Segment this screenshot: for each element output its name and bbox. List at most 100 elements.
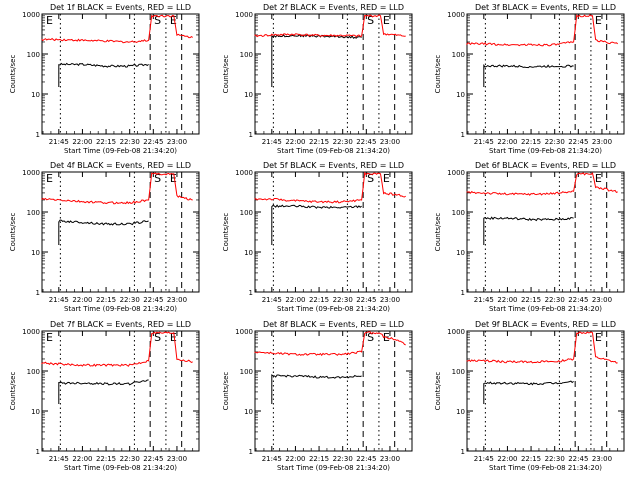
lld-series-line [41,172,193,205]
y-tick-label: 1000 [447,328,465,336]
y-tick-label: 10 [31,408,40,416]
events-series-line [58,219,149,245]
x-tick-label: 21:45 [262,296,282,304]
x-tick-label: 23:00 [592,138,612,146]
events-series-line [483,216,574,245]
lld-series-line [254,171,406,204]
x-tick-label: 21:45 [474,455,494,463]
events-series-line [483,380,574,404]
panel-3: Det 3f BLACK = Events, RED = LLD 1 10 100 10… [434,3,625,155]
x-tick-label: 22:00 [497,138,517,146]
x-tick-label: 22:00 [497,455,517,463]
panel-title: Det 8f BLACK = Events, RED = LLD [263,320,404,329]
y-tick-label: 1 [461,131,465,139]
y-tick-label: 1000 [447,11,465,19]
annotation-label: S [367,331,374,344]
x-tick-label: 22:45 [356,138,376,146]
panel-title: Det 6f BLACK = Events, RED = LLD [475,161,616,170]
lld-series-line [41,14,193,44]
annotation-label: E [46,172,53,185]
x-tick-label: 22:45 [568,455,588,463]
x-tick-label: 23:00 [167,296,187,304]
y-axis-label: Counts/sec [434,213,442,252]
x-tick-label: 23:00 [592,296,612,304]
x-tick-label: 22:30 [120,138,140,146]
plot-frame [466,13,625,135]
annotation-label: E [46,14,53,27]
x-tick-label: 22:00 [285,296,305,304]
y-tick-label: 10 [31,249,40,257]
y-tick-label: 1 [461,289,465,297]
annotation-label: E [383,14,390,27]
x-tick-label: 22:30 [333,455,353,463]
x-tick-label: 22:30 [545,138,565,146]
x-tick-label: 22:00 [285,138,305,146]
x-tick-label: 23:00 [592,455,612,463]
annotation-label: E [170,172,177,185]
y-tick-label: 1000 [447,169,465,177]
annotation-label: E [383,172,390,185]
y-axis-label: Counts/sec [9,55,17,94]
panel-title: Det 5f BLACK = Events, RED = LLD [263,161,404,170]
y-tick-label: 10 [31,91,40,99]
y-tick-label: 100 [27,51,40,59]
events-series-line [483,63,574,87]
annotation-label: S [154,14,161,27]
x-tick-label: 22:45 [356,296,376,304]
events-series-line [271,204,362,245]
y-tick-label: 100 [452,51,465,59]
x-tick-label: 22:30 [333,138,353,146]
panel-9: Det 9f BLACK = Events, RED = LLD 1 10 100 10… [434,320,625,472]
panel-7: Det 7f BLACK = Events, RED = LLD 1 10 100 10… [9,320,200,472]
annotation-label: S [367,14,374,27]
y-tick-label: 1 [249,448,253,456]
x-tick-label: 22:15 [96,296,116,304]
x-tick-label: 22:15 [96,138,116,146]
panel-2: Det 2f BLACK = Events, RED = LLD 1 10 100 10… [222,3,413,155]
y-tick-label: 100 [240,209,253,217]
x-tick-label: 22:30 [545,296,565,304]
y-axis-label: Counts/sec [9,372,17,411]
y-tick-label: 1 [36,289,40,297]
y-tick-label: 1000 [235,11,253,19]
x-axis-label: Start Time (09-Feb-08 21:34:20) [277,464,390,472]
panel-title: Det 4f BLACK = Events, RED = LLD [50,161,191,170]
y-tick-label: 1000 [22,328,40,336]
y-axis-label: Counts/sec [222,372,230,411]
y-tick-label: 1000 [22,11,40,19]
x-tick-label: 22:45 [568,296,588,304]
panel-title: Det 2f BLACK = Events, RED = LLD [263,3,404,12]
y-tick-label: 10 [456,249,465,257]
x-tick-label: 22:00 [72,138,92,146]
x-tick-label: 22:30 [120,455,140,463]
panel-title: Det 9f BLACK = Events, RED = LLD [475,320,616,329]
panel-title: Det 3f BLACK = Events, RED = LLD [475,3,616,12]
panel-4: Det 4f BLACK = Events, RED = LLD 1 10 100 10… [9,161,200,313]
x-tick-label: 22:15 [96,455,116,463]
y-axis-label: Counts/sec [222,213,230,252]
x-tick-label: 21:45 [49,455,69,463]
x-tick-label: 22:30 [120,296,140,304]
x-tick-label: 23:00 [380,455,400,463]
x-tick-label: 22:00 [497,296,517,304]
x-tick-label: 22:00 [72,455,92,463]
y-tick-label: 100 [27,368,40,376]
x-tick-label: 23:00 [380,138,400,146]
annotation-label: E [170,331,177,344]
x-tick-label: 22:45 [568,138,588,146]
x-axis-label: Start Time (09-Feb-08 21:34:20) [489,147,602,155]
plot-frame [41,171,200,293]
x-tick-label: 22:45 [143,138,163,146]
x-tick-label: 22:45 [143,455,163,463]
events-series-line [271,33,362,87]
plot-frame [254,13,413,135]
y-tick-label: 1 [249,131,253,139]
x-axis-label: Start Time (09-Feb-08 21:34:20) [64,147,177,155]
y-axis-label: Counts/sec [434,55,442,94]
plot-frame [41,330,200,452]
lld-series-line [254,331,406,357]
events-series-line [58,62,149,87]
x-tick-label: 22:00 [72,296,92,304]
lld-series-line [254,14,406,38]
